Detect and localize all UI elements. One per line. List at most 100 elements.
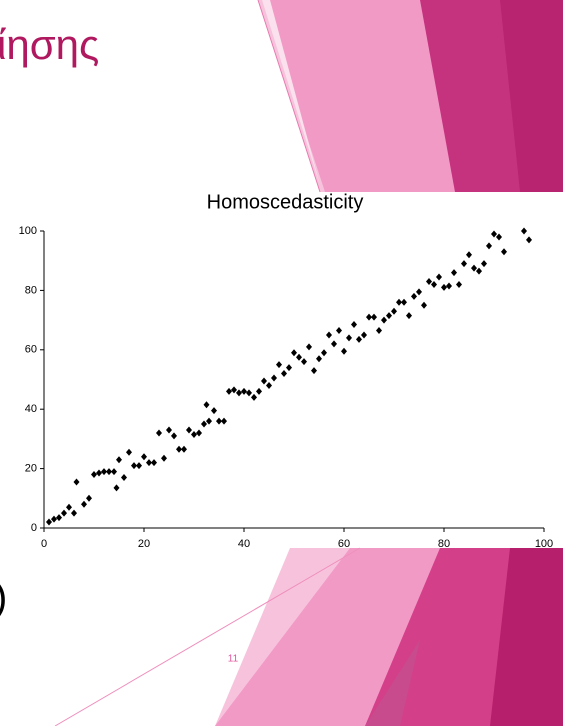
point bbox=[256, 387, 262, 395]
point bbox=[266, 381, 272, 389]
point bbox=[201, 420, 207, 428]
point bbox=[291, 349, 297, 357]
point bbox=[156, 429, 162, 437]
point bbox=[301, 358, 307, 366]
point bbox=[371, 313, 377, 321]
point bbox=[271, 374, 277, 382]
point bbox=[73, 478, 80, 486]
point bbox=[146, 459, 152, 467]
point bbox=[191, 430, 197, 438]
point bbox=[331, 340, 337, 348]
point bbox=[521, 227, 527, 235]
point bbox=[281, 370, 287, 378]
point bbox=[376, 326, 382, 334]
x-tick-label: 80 bbox=[438, 538, 450, 550]
decoration-bottom bbox=[54, 547, 563, 726]
point bbox=[246, 389, 252, 397]
x-tick-label: 60 bbox=[338, 538, 350, 550]
point bbox=[276, 361, 282, 369]
point bbox=[451, 269, 457, 277]
point bbox=[341, 347, 347, 355]
point bbox=[361, 331, 367, 339]
point bbox=[396, 298, 402, 306]
point bbox=[166, 426, 172, 434]
slide-title: ίησης bbox=[0, 21, 99, 68]
point bbox=[316, 355, 322, 363]
point bbox=[203, 401, 210, 409]
point bbox=[411, 292, 417, 300]
point bbox=[181, 445, 187, 453]
point bbox=[186, 426, 192, 434]
page-number: 11 bbox=[228, 654, 239, 665]
point bbox=[56, 514, 62, 522]
y-tick-label: 100 bbox=[19, 225, 37, 237]
point bbox=[211, 407, 217, 415]
point bbox=[111, 468, 117, 476]
shape bbox=[490, 548, 563, 726]
point bbox=[466, 251, 472, 259]
line bbox=[54, 547, 361, 726]
point bbox=[206, 417, 212, 425]
point bbox=[236, 389, 242, 397]
point bbox=[106, 468, 112, 476]
point bbox=[226, 387, 232, 395]
point bbox=[471, 264, 477, 272]
point bbox=[101, 468, 107, 476]
shape bbox=[262, 0, 470, 192]
point bbox=[426, 277, 432, 285]
point bbox=[306, 343, 312, 351]
point bbox=[441, 283, 447, 291]
point bbox=[51, 515, 57, 523]
point bbox=[496, 233, 502, 241]
point bbox=[311, 367, 317, 375]
y-tick-label: 0 bbox=[31, 522, 37, 534]
shape bbox=[365, 640, 420, 726]
point bbox=[381, 316, 387, 324]
point bbox=[366, 313, 372, 321]
point bbox=[351, 321, 357, 329]
point bbox=[296, 353, 302, 361]
point bbox=[96, 469, 102, 477]
x-tick-label: 20 bbox=[138, 538, 150, 550]
point bbox=[261, 377, 267, 385]
point bbox=[113, 484, 120, 492]
point bbox=[126, 448, 132, 456]
point bbox=[476, 267, 482, 275]
point bbox=[436, 273, 442, 281]
point bbox=[346, 334, 352, 342]
point bbox=[481, 260, 487, 268]
point bbox=[456, 280, 462, 288]
decoration-top bbox=[257, 0, 563, 193]
x-tick-label: 100 bbox=[535, 538, 553, 550]
point bbox=[321, 349, 327, 357]
point bbox=[161, 454, 167, 462]
point bbox=[196, 429, 202, 437]
point bbox=[81, 500, 87, 508]
y-tick-label: 20 bbox=[25, 463, 37, 475]
point bbox=[121, 474, 127, 482]
point bbox=[406, 312, 412, 320]
point bbox=[501, 248, 507, 256]
point bbox=[356, 335, 362, 343]
point bbox=[486, 242, 492, 250]
point bbox=[91, 471, 97, 479]
point bbox=[151, 459, 157, 467]
line bbox=[257, 0, 321, 193]
point bbox=[216, 417, 222, 425]
point bbox=[141, 453, 147, 461]
point bbox=[171, 432, 177, 440]
point bbox=[386, 312, 392, 320]
point bbox=[461, 260, 467, 268]
point bbox=[491, 230, 497, 238]
y-tick-label: 80 bbox=[25, 284, 37, 296]
point bbox=[526, 236, 532, 244]
point bbox=[131, 462, 137, 470]
point bbox=[286, 364, 292, 372]
chart-title: Homoscedasticity bbox=[207, 191, 364, 213]
point bbox=[241, 387, 247, 395]
point bbox=[46, 518, 52, 526]
y-tick-label: 60 bbox=[25, 344, 37, 356]
point bbox=[116, 456, 122, 464]
